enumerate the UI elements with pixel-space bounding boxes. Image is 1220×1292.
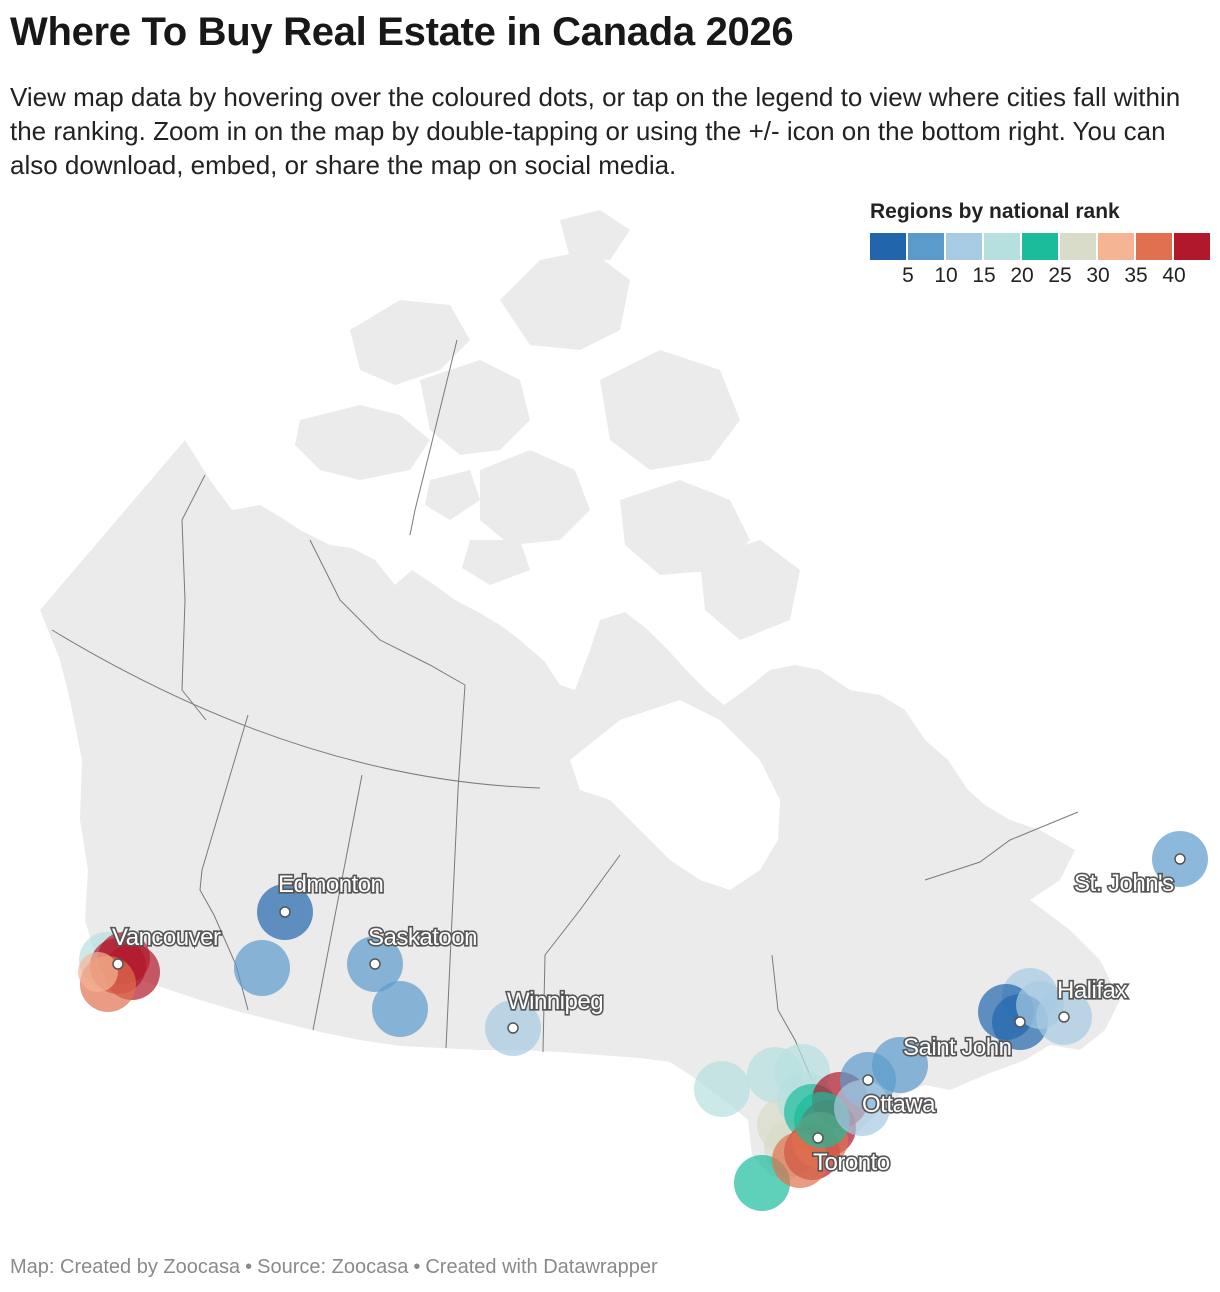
- city-label-toronto: Toronto: [813, 1149, 890, 1176]
- city-dot-toronto: [812, 1132, 824, 1144]
- legend-swatch-7[interactable]: [1098, 233, 1134, 260]
- city-marker[interactable]: [834, 1080, 890, 1136]
- legend-tick: 25: [1048, 264, 1072, 287]
- city-marker[interactable]: [234, 940, 290, 996]
- tool-credit: Created with Datawrapper: [425, 1256, 658, 1278]
- hudson-bay: [570, 700, 780, 890]
- legend-swatch-6[interactable]: [1060, 233, 1096, 260]
- city-dot-vancouver: [112, 958, 124, 970]
- legend-swatch-3[interactable]: [946, 233, 982, 260]
- city-dot-winnipeg: [507, 1022, 519, 1034]
- city-label-st-johns: St. John's: [1074, 870, 1174, 897]
- legend-swatch-9[interactable]: [1174, 233, 1210, 260]
- city-label-saint-john: Saint John: [903, 1034, 1011, 1061]
- source-credit: Source: Zoocasa: [257, 1256, 409, 1278]
- city-dots: [112, 853, 1186, 1144]
- legend-swatch-8[interactable]: [1136, 233, 1172, 260]
- legend-swatch-1[interactable]: [870, 233, 906, 260]
- legend-tick: 30: [1086, 264, 1110, 287]
- city-marker[interactable]: [872, 1037, 928, 1093]
- city-marker[interactable]: [372, 981, 428, 1037]
- legend-tick: 10: [934, 264, 958, 287]
- legend-ticks: 5 10 15 20 25 30 35 40: [870, 260, 1212, 290]
- city-marker[interactable]: [694, 1061, 750, 1117]
- city-dot-ottawa: [862, 1074, 874, 1086]
- footer: Map: Created by Zoocasa • Source: Zoocasa •…: [10, 1256, 658, 1279]
- city-labels: Vancouver Edmonton Saskatoon Winnipeg To…: [110, 868, 1176, 1177]
- footer-separator: •: [245, 1256, 253, 1278]
- city-label-vancouver: Vancouver: [112, 924, 221, 951]
- city-dot-edmonton: [279, 906, 291, 918]
- map-credit: Map: Created by Zoocasa: [10, 1256, 241, 1278]
- map-description: View map data by hovering over the colou…: [10, 82, 1181, 180]
- city-label-winnipeg: Winnipeg: [507, 988, 603, 1015]
- city-dot-st-johns: [1174, 853, 1186, 865]
- legend-swatch-4[interactable]: [984, 233, 1020, 260]
- land-mass: [40, 210, 1120, 1180]
- province-boundaries: [51, 339, 1079, 1081]
- city-label-ottawa: Ottawa: [862, 1091, 936, 1118]
- city-label-halifax: Halifax: [1057, 977, 1127, 1004]
- city-dot-saskatoon: [369, 958, 381, 970]
- legend-tick: 5: [902, 264, 914, 287]
- legend-swatch-5[interactable]: [1022, 233, 1058, 260]
- legend: Regions by national rank 5 10 15 20 25 3…: [870, 200, 1212, 290]
- city-label-saskatoon: Saskatoon: [368, 924, 477, 951]
- legend-swatches: [870, 233, 1212, 260]
- legend-tick: 20: [1010, 264, 1034, 287]
- legend-tick: 40: [1162, 264, 1186, 287]
- city-marker[interactable]: [78, 952, 118, 992]
- legend-swatch-2[interactable]: [908, 233, 944, 260]
- legend-title: Regions by national rank: [870, 200, 1120, 223]
- city-marker[interactable]: [1016, 981, 1064, 1029]
- legend-tick: 15: [972, 264, 996, 287]
- legend-tick: 35: [1124, 264, 1148, 287]
- city-dot-halifax: [1058, 1011, 1070, 1023]
- city-label-edmonton: Edmonton: [278, 871, 383, 898]
- map-title: Where To Buy Real Estate in Canada 2026: [10, 10, 794, 54]
- city-dot-saint-john: [1014, 1016, 1026, 1028]
- footer-separator: •: [413, 1256, 421, 1278]
